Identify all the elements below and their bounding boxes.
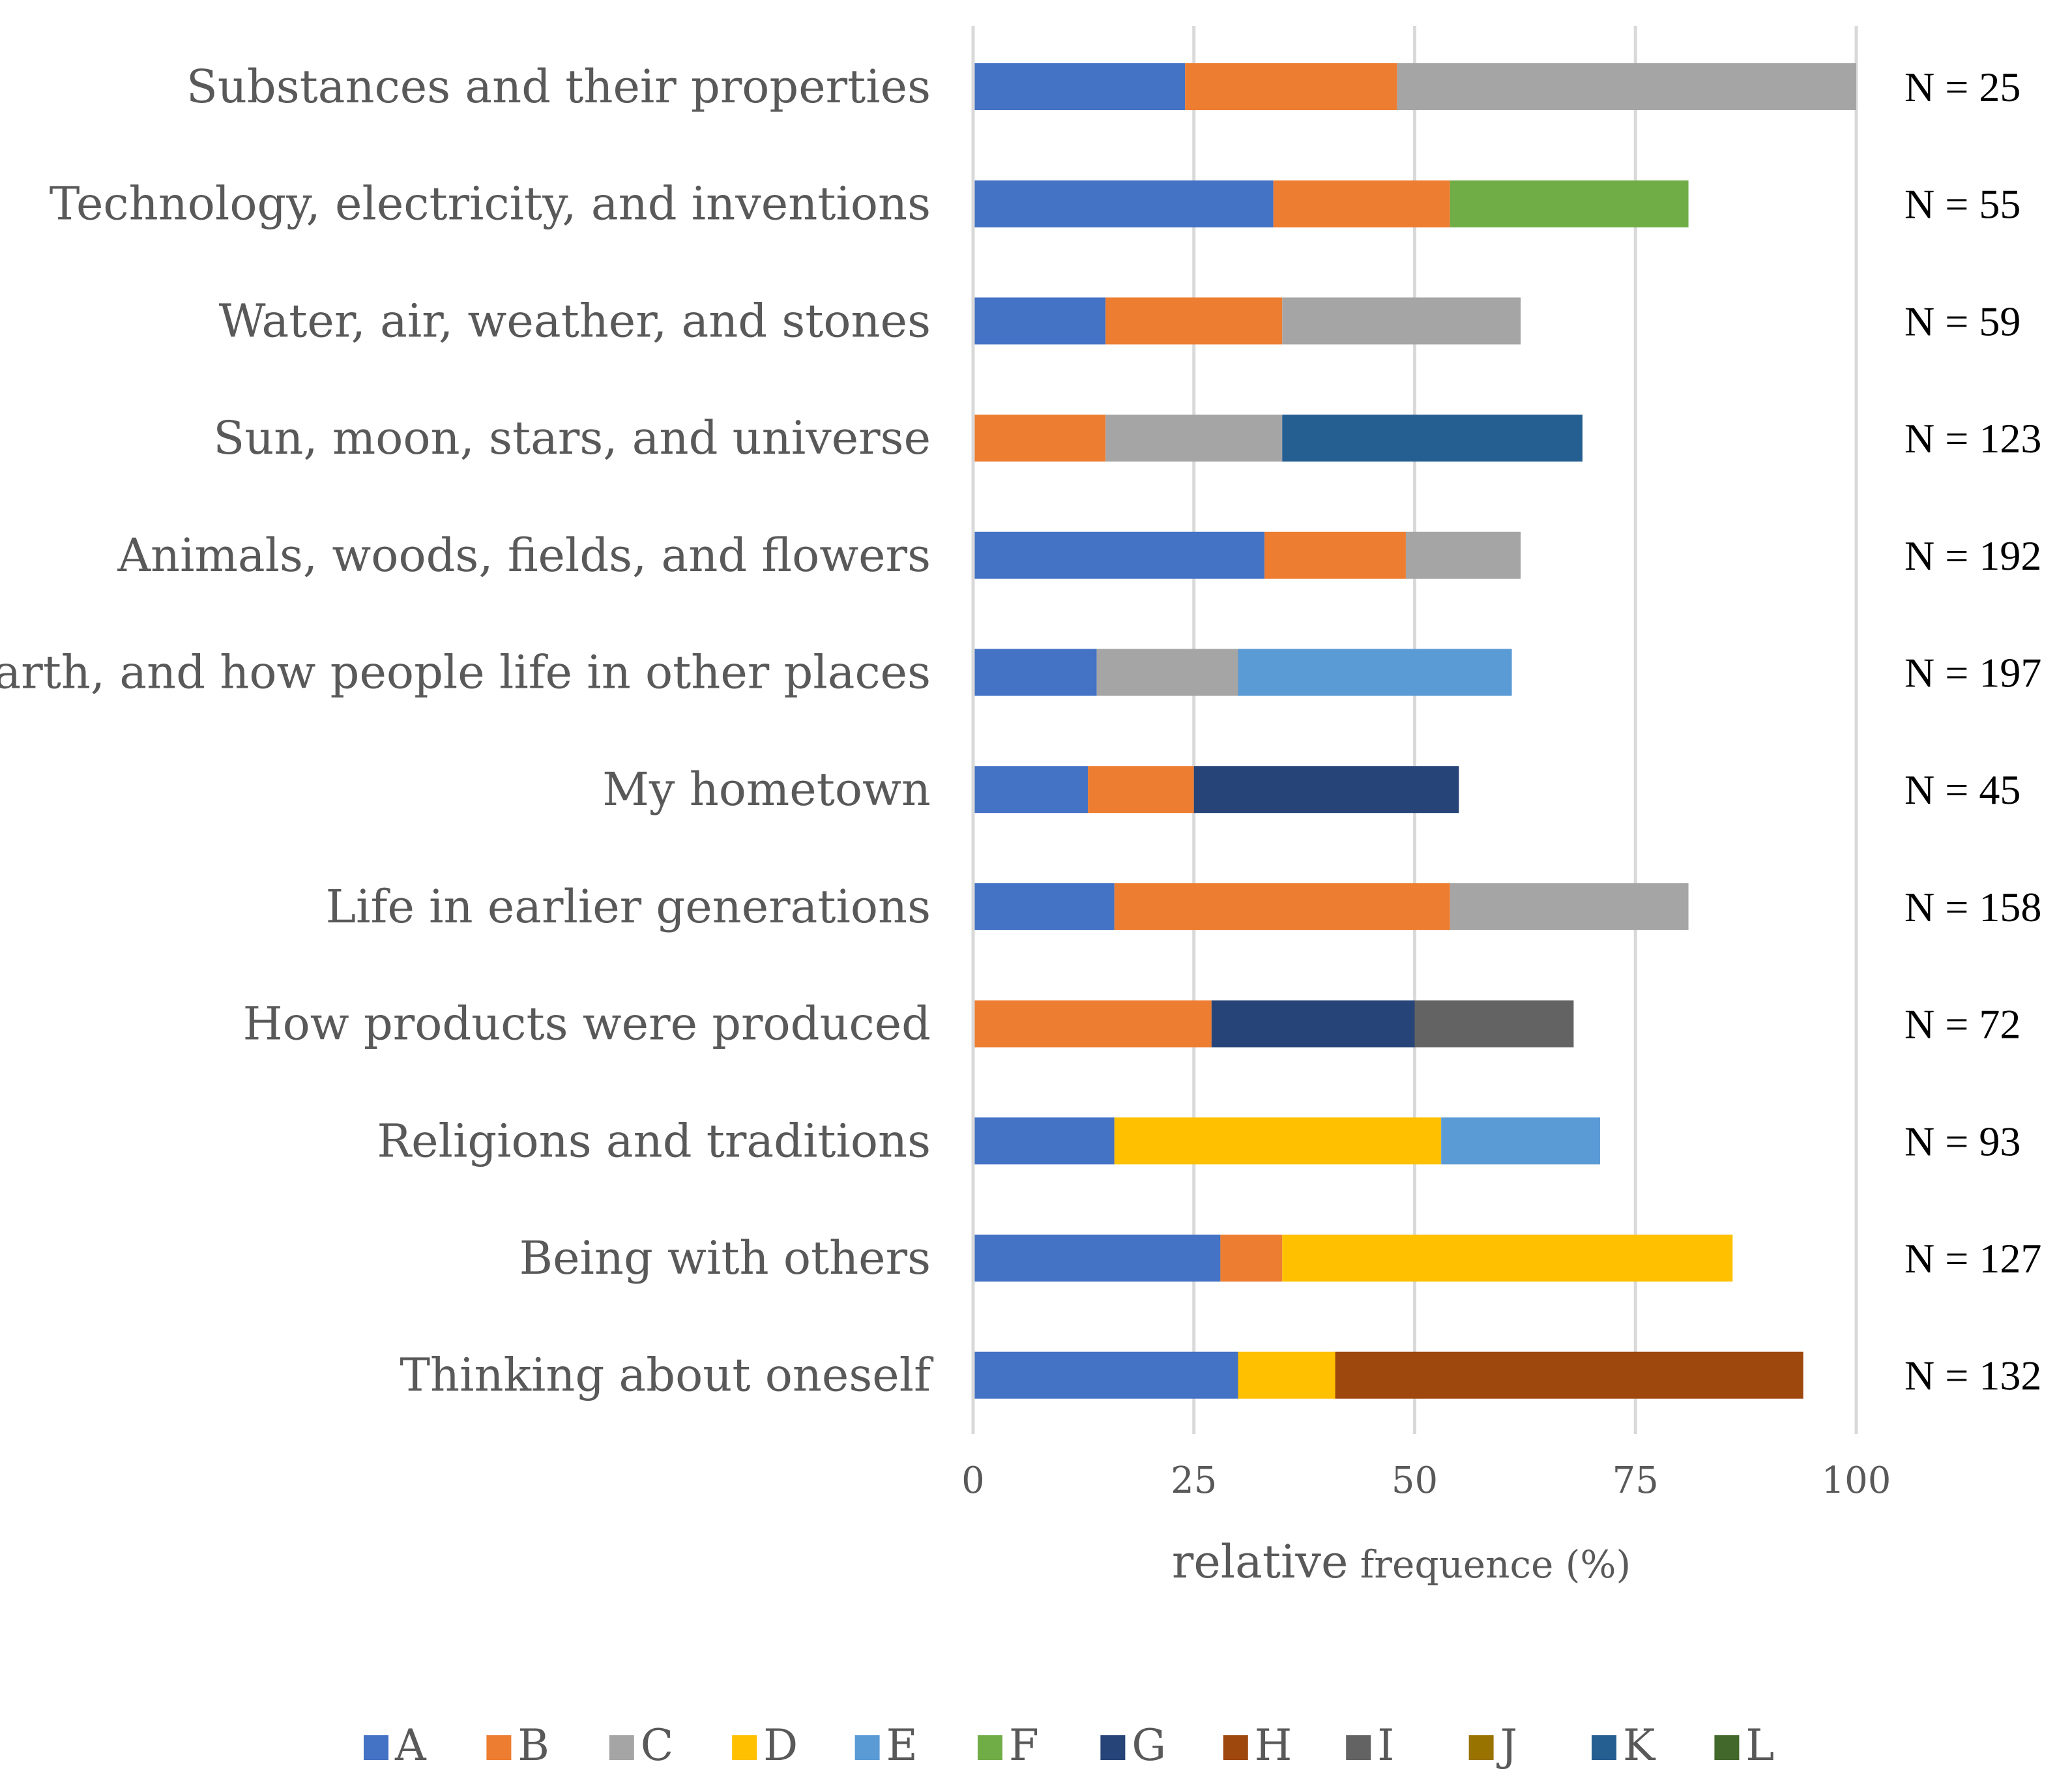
legend-swatch-L	[1714, 1735, 1740, 1760]
bar-segment-D	[1114, 1117, 1442, 1165]
bar-segment-B	[1114, 883, 1450, 930]
category-label: Substances and their properties	[186, 60, 931, 113]
bar-segment-C	[1405, 531, 1521, 579]
category-label: Technology, electricity, and inventions	[50, 177, 931, 231]
legend-swatch-E	[854, 1735, 880, 1760]
legend-label-B: B	[518, 1720, 549, 1770]
legend-label-K: K	[1623, 1720, 1656, 1770]
bar-segment-A	[973, 883, 1115, 930]
category-label: Earth, and how people life in other plac…	[0, 646, 931, 699]
bar-segment-B	[1273, 180, 1450, 227]
bar-segment-C	[1096, 649, 1238, 696]
legend-swatch-G	[1100, 1735, 1126, 1760]
category-label: Water, air, weather, and stones	[219, 294, 931, 347]
bar-segment-D	[1282, 1235, 1733, 1282]
bar-segment-A	[973, 766, 1088, 814]
bar-segment-I	[1414, 1000, 1574, 1048]
legend-label-D: D	[763, 1720, 798, 1770]
n-label: N = 45	[1904, 767, 2021, 813]
bar-segment-K	[1282, 415, 1583, 462]
n-label: N = 93	[1904, 1118, 2021, 1164]
legend-label-J: J	[1496, 1720, 1517, 1770]
category-label: Life in earlier generations	[326, 880, 931, 933]
category-label: My hometown	[602, 763, 931, 816]
x-tick-label: 25	[1171, 1460, 1217, 1502]
bar-segment-A	[973, 531, 1265, 579]
bar-segment-G	[1193, 766, 1459, 814]
bar-segment-C	[1397, 63, 1856, 110]
bar-segment-B	[973, 415, 1106, 462]
legend-label-E: E	[886, 1720, 918, 1770]
x-tick-label: 100	[1822, 1460, 1891, 1502]
bar-segment-D	[1238, 1351, 1335, 1399]
category-label: Animals, woods, fields, and flowers	[117, 529, 931, 582]
legend-label-H: H	[1255, 1720, 1292, 1770]
bar-segment-B	[1185, 63, 1397, 110]
bar-segment-A	[973, 1235, 1221, 1282]
legend-swatch-A	[364, 1735, 388, 1760]
x-tick-label: 75	[1612, 1460, 1659, 1502]
bar-segment-A	[973, 1351, 1238, 1399]
x-tick-label: 50	[1392, 1460, 1438, 1502]
legend-swatch-C	[609, 1735, 634, 1760]
x-axis-title-rest: frequence (%)	[1348, 1542, 1631, 1587]
legend-label-A: A	[394, 1720, 427, 1770]
bar-segment-A	[973, 297, 1106, 345]
bar-segment-B	[1088, 766, 1194, 814]
n-labels: N = 25 N = 55 N = 59 N = 123 N = 192 N = 197 N…	[1904, 64, 2041, 1399]
bar-segment-F	[1450, 180, 1689, 227]
legend-label-C: C	[641, 1720, 674, 1770]
bar-segment-B	[1105, 297, 1283, 345]
legend-swatch-H	[1223, 1735, 1248, 1760]
bar-segment-C	[1105, 415, 1283, 462]
category-label: How products were produced	[243, 997, 931, 1051]
bar-segment-E	[1238, 649, 1512, 696]
bar-segment-A	[973, 180, 1274, 227]
n-label: N = 72	[1904, 1001, 2021, 1048]
bar-segment-B	[1264, 531, 1406, 579]
bar-segment-C	[1282, 297, 1521, 345]
x-tick-labels: 0 25 50 75 100	[961, 1460, 1891, 1502]
gridlines	[1192, 26, 1858, 1434]
bar-segment-B	[1220, 1235, 1283, 1282]
x-axis-title: relative frequence (%)	[1172, 1535, 1631, 1589]
n-label: N = 127	[1904, 1235, 2041, 1282]
legend-label-F: F	[1009, 1720, 1039, 1770]
bar-segment-G	[1211, 1000, 1415, 1048]
legend-swatch-I	[1346, 1735, 1371, 1760]
n-label: N = 123	[1904, 415, 2041, 462]
category-label: Sun, moon, stars, and universe	[213, 411, 931, 465]
bar-segment-H	[1335, 1351, 1803, 1399]
legend-label-L: L	[1745, 1720, 1774, 1770]
bar-segment-A	[973, 63, 1186, 110]
category-label: Religions and traditions	[377, 1114, 931, 1167]
x-axis-title-main: relative	[1172, 1535, 1349, 1589]
bar-segment-A	[973, 1117, 1115, 1165]
bar-segment-E	[1441, 1117, 1601, 1165]
n-label: N = 55	[1904, 181, 2021, 227]
n-label: N = 192	[1904, 533, 2041, 579]
n-label: N = 197	[1904, 650, 2041, 696]
x-tick-label: 0	[961, 1460, 985, 1502]
n-label: N = 25	[1904, 64, 2021, 110]
bars	[973, 63, 1856, 1399]
n-label: N = 158	[1904, 884, 2041, 930]
n-label: N = 132	[1904, 1353, 2041, 1399]
legend-swatch-B	[486, 1735, 512, 1760]
legend-swatch-J	[1468, 1735, 1494, 1760]
category-labels: Substances and their properties Technolog…	[0, 60, 934, 1402]
bar-segment-C	[1450, 883, 1689, 930]
legend-label-I: I	[1377, 1720, 1394, 1770]
legend-swatch-D	[732, 1735, 757, 1760]
bar-segment-B	[973, 1000, 1212, 1048]
legend-swatch-K	[1592, 1735, 1616, 1760]
category-label: Being with others	[519, 1231, 931, 1285]
category-label: Thinking about oneself	[400, 1349, 934, 1402]
legend-label-G: G	[1131, 1720, 1166, 1770]
legend-swatch-F	[978, 1735, 1002, 1760]
n-label: N = 59	[1904, 298, 2021, 344]
legend: A B C D E F G H I J K L	[364, 1720, 1774, 1770]
bar-segment-A	[973, 649, 1097, 696]
